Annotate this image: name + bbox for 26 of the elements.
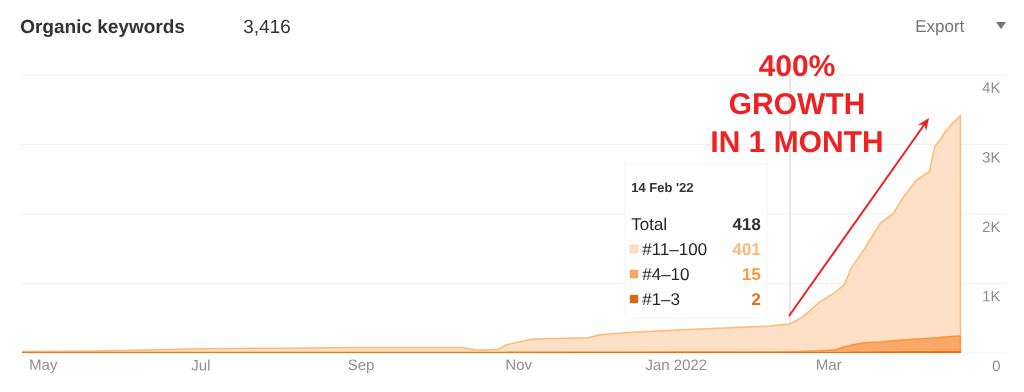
y-tick-label: 3K [982, 152, 1001, 163]
x-tick-label: Sep [348, 359, 374, 374]
x-tick-label: Jan 2022 [645, 359, 707, 371]
annotation: 2 [751, 293, 761, 305]
annotation: IN 1 MONTH [712, 131, 882, 153]
x-tick-label: Jul [191, 359, 210, 371]
y-tick-label: 0 [992, 360, 1000, 372]
legend-label: #11–100 [642, 243, 707, 256]
x-tick-label: Mar [817, 359, 842, 370]
chart-subtitle: 3,416 [243, 19, 290, 36]
annotation: GROWTH [729, 93, 864, 115]
x-tick-label: May [30, 359, 58, 373]
y-tick-label: 2K [982, 221, 1001, 233]
legend-label: #1–3 [642, 293, 680, 306]
chart-title: Organic keywords [20, 19, 185, 38]
annotation: 401 [732, 243, 761, 256]
annotation: 418 [732, 218, 761, 231]
text: Export [916, 20, 965, 36]
legend-title: 14 Feb '22 [632, 182, 694, 193]
y-tick-label: 1K [983, 291, 1001, 302]
annotation: Total [631, 217, 666, 231]
annotation: 15 [742, 268, 761, 281]
legend-label: #4–10 [642, 268, 689, 281]
x-tick-label: Nov [506, 359, 532, 370]
y-tick-label: 4K [982, 82, 1001, 93]
annotation: 400% [759, 55, 835, 77]
